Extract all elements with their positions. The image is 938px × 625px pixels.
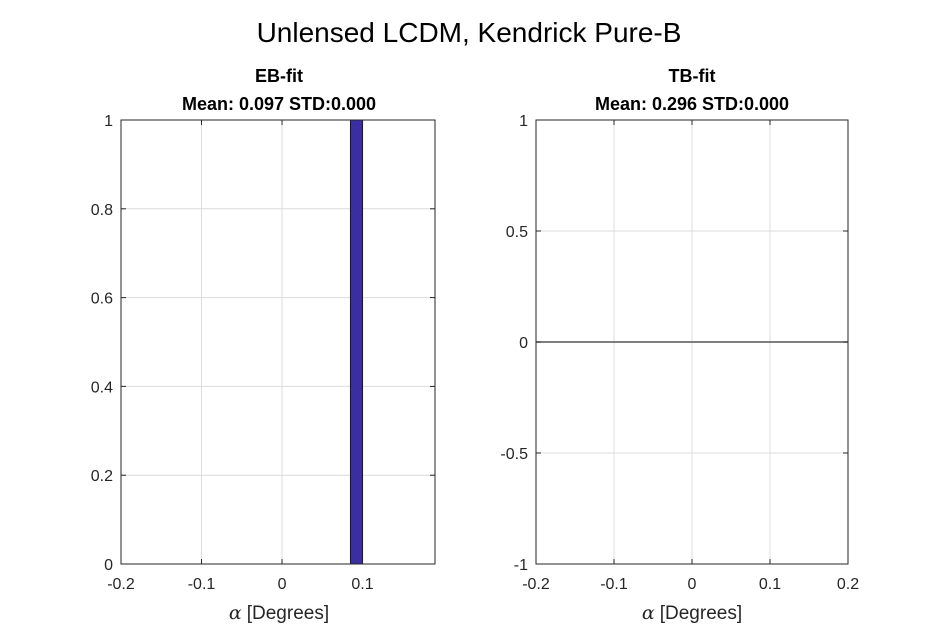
tb-fit-ytick-label: -0.5 xyxy=(500,446,528,463)
eb-fit-ytick-label: 0.6 xyxy=(91,291,113,308)
eb-fit-axes-box xyxy=(120,119,436,565)
tb-fit-xlabel-symbol: α xyxy=(642,602,655,624)
eb-fit-ytick-label: 0 xyxy=(104,557,113,574)
eb-fit-xtick-label: -0.2 xyxy=(107,576,135,593)
eb-fit-xlabel-text: [Degrees] xyxy=(247,603,329,624)
eb-fit-xlabel-symbol: α xyxy=(229,602,242,624)
eb-fit-ytick-label: 1 xyxy=(104,113,113,130)
eb-fit-title: EB-fit xyxy=(255,66,303,86)
eb-fit-xtick-label: 0.1 xyxy=(351,576,373,593)
eb-fit-xlabel: α [Degrees] xyxy=(229,602,329,624)
tb-fit-xtick-label: 0 xyxy=(688,576,697,593)
eb-fit-stats: Mean: 0.097 STD:0.000 xyxy=(182,94,376,114)
tb-fit-xlabel-text: [Degrees] xyxy=(660,603,742,624)
tb-fit-ytick-label: 0.5 xyxy=(506,224,528,241)
tb-fit-xtick-label: 0.1 xyxy=(759,576,781,593)
tb-fit-ytick-label: -1 xyxy=(514,557,528,574)
tb-fit-axes: -0.2 -0.1 0 0.1 0.2 -1 -0.5 0 0.5 1 TB-fit Mean: … xyxy=(500,66,859,624)
eb-fit-background xyxy=(121,120,435,564)
tb-fit-stats: Mean: 0.296 STD:0.000 xyxy=(595,94,789,114)
tb-fit-xlabel: α [Degrees] xyxy=(642,602,742,624)
eb-fit-axes: -0.2 -0.1 0 0.1 0 0.2 0.4 0.6 0.8 1 EB-fit Mean: … xyxy=(91,66,436,624)
tb-fit-ytick-label: 1 xyxy=(519,113,528,130)
tb-fit-ytick-label: 0 xyxy=(519,335,528,352)
tb-fit-plot-area: -0.2 -0.1 0 0.1 0.2 -1 -0.5 0 0.5 1 xyxy=(500,113,859,593)
tb-fit-xtick-label: -0.2 xyxy=(522,576,550,593)
tb-fit-xtick-label: -0.1 xyxy=(600,576,628,593)
tb-fit-title: TB-fit xyxy=(669,66,716,86)
eb-fit-ytick-label: 0.4 xyxy=(91,379,113,396)
eb-fit-xtick-label: -0.1 xyxy=(188,576,216,593)
eb-fit-ytick-label: 0.8 xyxy=(91,202,113,219)
tb-fit-xtick-label: 0.2 xyxy=(837,576,859,593)
eb-fit-xtick-label: 0 xyxy=(278,576,287,593)
eb-fit-bar xyxy=(349,119,364,565)
figure-title: Unlensed LCDM, Kendrick Pure-B xyxy=(257,17,682,48)
eb-fit-plot-area: -0.2 -0.1 0 0.1 0 0.2 0.4 0.6 0.8 1 xyxy=(91,113,436,593)
eb-fit-ytick-label: 0.2 xyxy=(91,468,113,485)
